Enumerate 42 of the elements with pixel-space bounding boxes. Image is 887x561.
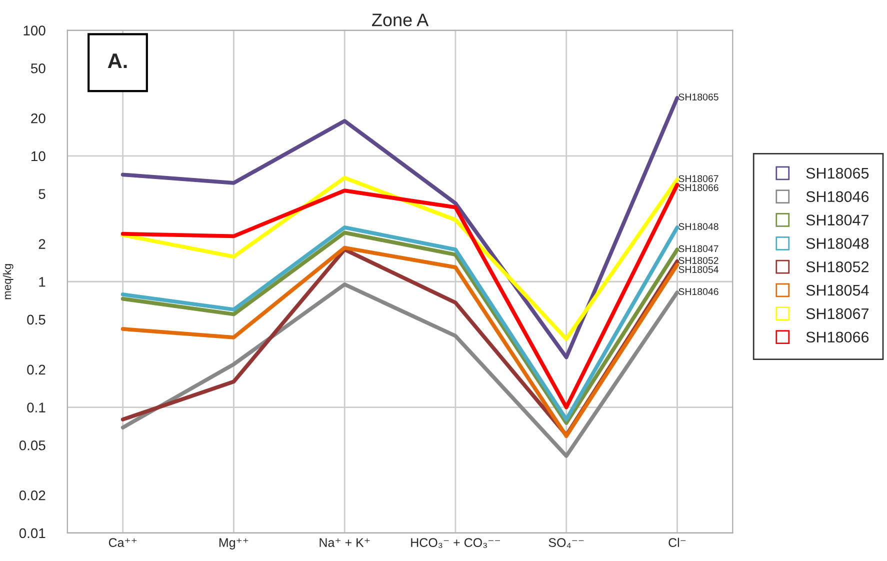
y-tick-label: 5: [38, 189, 46, 199]
legend-label: SH18046: [806, 191, 869, 202]
text: SH18067: [678, 175, 718, 182]
y-tick-label: 0.02: [19, 490, 46, 500]
y-tick-label: 2: [38, 239, 46, 249]
text: SH18052: [678, 257, 718, 264]
x-tick-label: Mg⁺⁺: [219, 538, 248, 550]
line-series: [120, 282, 680, 458]
x-tick-label: Cl⁻: [668, 538, 686, 547]
text: SH18066: [678, 184, 718, 192]
y-tick-label: 0.5: [27, 314, 46, 325]
legend-label: SH18065: [806, 168, 869, 179]
annotation: A.: [108, 54, 127, 68]
line-series: [120, 176, 680, 341]
y-tick-label: 0.1: [27, 402, 46, 412]
text: SH18054: [678, 266, 718, 273]
y-tick-label: 10: [31, 151, 46, 162]
y-tick-label: 100: [24, 26, 46, 36]
y-tick-label: 50: [30, 63, 46, 74]
legend-label: SH18052: [806, 261, 868, 272]
x-tick-label: Ca⁺⁺: [108, 538, 137, 547]
y-tick-label: 0.2: [27, 364, 46, 375]
text: SH18047: [678, 245, 718, 252]
legend-label: SH18054: [806, 284, 869, 296]
line-series: [120, 96, 680, 360]
line-series: [120, 182, 680, 410]
legend-label: SH18067: [806, 308, 868, 320]
legend-label: SH18048: [806, 238, 869, 249]
y-tick-label: 0.01: [19, 528, 46, 538]
x-tick-label: HCO₃⁻ + CO₃⁻⁻: [411, 538, 500, 548]
x-tick-label: SO₄⁻⁻: [548, 538, 584, 548]
chart-title: Zone A: [372, 14, 429, 26]
text: SH18065: [678, 94, 718, 100]
x-tick-label: Na⁺ + K⁺: [320, 538, 370, 547]
legend-label: SH18066: [806, 332, 869, 343]
text: SH18046: [678, 288, 718, 296]
y-tick-label: 1: [39, 277, 46, 287]
text: SH18048: [678, 223, 718, 230]
y-tick-label: 0.05: [19, 440, 46, 450]
y-axis-title: meq/kg: [2, 264, 14, 300]
legend-label: SH18047: [806, 214, 868, 226]
y-tick-label: 20: [31, 113, 46, 124]
